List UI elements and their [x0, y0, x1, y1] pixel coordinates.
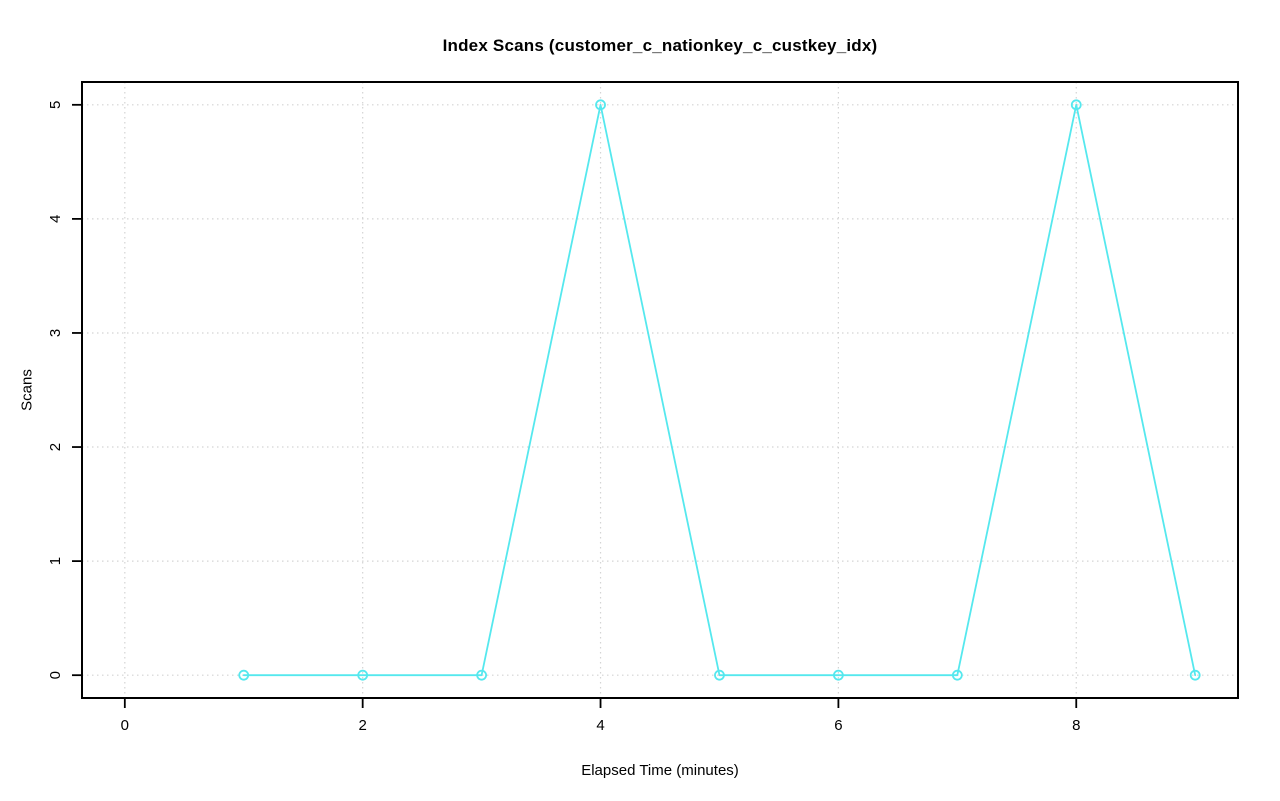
- data-point: [476, 669, 488, 681]
- x-tick-label: 0: [121, 717, 129, 734]
- x-tick-label: 6: [834, 717, 842, 734]
- y-tick-label: 2: [47, 443, 64, 451]
- y-axis-label: Scans: [18, 369, 36, 411]
- data-point: [951, 669, 963, 681]
- plot-border: [81, 81, 1239, 699]
- data-point: [595, 99, 606, 111]
- data-point: [357, 669, 369, 681]
- x-axis-label: Elapsed Time (minutes): [581, 762, 739, 779]
- data-point: [1070, 99, 1082, 111]
- y-tick-label: 1: [47, 557, 64, 565]
- data-point: [238, 669, 250, 681]
- x-tick-label: 8: [1072, 717, 1080, 734]
- y-tick-label: 5: [47, 101, 64, 109]
- x-tick-label: 2: [359, 717, 367, 734]
- x-tick-label: 4: [596, 717, 604, 734]
- series-line: [242, 103, 1197, 677]
- y-tick-label: 3: [47, 329, 64, 337]
- data-point: [1189, 669, 1201, 681]
- y-tick-label: 0: [47, 671, 64, 679]
- data-point: [714, 669, 725, 681]
- y-tick-label: 4: [47, 215, 64, 223]
- chart-title: Index Scans (customer_c_nationkey_c_cust…: [442, 36, 878, 55]
- data-point: [832, 669, 844, 681]
